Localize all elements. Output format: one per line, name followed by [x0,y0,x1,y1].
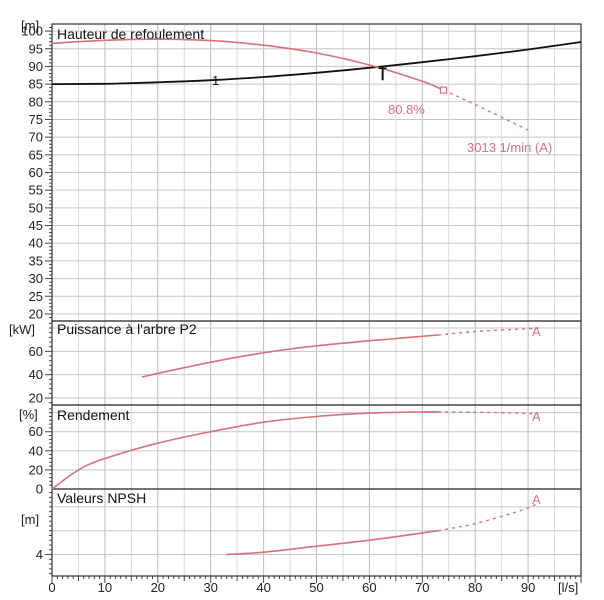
curves [51,38,582,556]
x-tick-label: 60 [362,580,376,595]
x-tick-label: 20 [151,580,165,595]
panel-frame [51,488,582,577]
npsh-unit-label: [m] [21,512,39,527]
x-tick-label: 10 [98,580,112,595]
y-tick-label: 35 [29,253,43,268]
power-curve-line [141,334,439,378]
y-tick-label: 100 [21,24,43,39]
efficiency-curve-line [51,411,439,490]
panel-borders [51,23,582,577]
x-tick-label: 50 [309,580,323,595]
y-tick-label: 30 [29,271,43,286]
y-tick-label: 45 [29,218,43,233]
y-tick-label: 60 [29,424,43,439]
y-tick-label: 90 [29,59,43,74]
x-tick-label: 30 [203,580,217,595]
x-unit-label: [l/s] [558,580,578,595]
y-tick-label: 75 [29,112,43,127]
x-tick-label: 90 [521,580,535,595]
speed-annotation: 3013 1/min (A) [467,140,552,155]
pump-head-curve-extension [443,89,529,131]
system-curve-label: 1 [212,73,219,88]
power-curve-extension [438,327,539,336]
efficiency-curve-extension [438,411,539,415]
y-tick-label: 20 [29,306,43,321]
npsh-curve-extension [438,502,539,532]
y-tick-label: 60 [29,165,43,180]
y-tick-label: 50 [29,200,43,215]
x-tick-label: 80 [468,580,482,595]
y-tick-label: 80 [29,94,43,109]
y-tick-label: 85 [29,77,43,92]
power-unit-label: [kW] [9,322,35,337]
head-panel-title: Hauteur de refoulement [57,26,204,42]
y-tick-label: 95 [29,41,43,56]
y-tick-label: 0 [36,482,43,497]
npsh-panel-title: Valeurs NPSH [57,490,146,506]
efficiency-annotation: 80.8% [388,102,425,117]
y-tick-label: 60 [29,344,43,359]
y-tick-label: 40 [29,367,43,382]
tick-labels: 0 10 20 30 40 50 60 70 80 90202530354045505560657… [21,24,535,595]
y-tick-label: 70 [29,130,43,145]
pump-head-curve-line [51,38,444,91]
x-tick-label: 0 [48,580,55,595]
head-unit-label: [m] [21,18,39,33]
y-tick-label: 65 [29,147,43,162]
efficiency-panel-title: Rendement [57,407,129,423]
y-tick-label: 20 [29,391,43,406]
y-tick-label: 40 [29,236,43,251]
power-panel-title: Puissance à l'arbre P2 [57,321,197,337]
y-tick-label: 20 [29,462,43,477]
efficiency-curve-end-label: A [532,409,541,424]
x-tick-label: 40 [256,580,270,595]
power-curve-end-label: A [532,324,541,339]
y-tick-label: 25 [29,289,43,304]
y-tick-label: 40 [29,443,43,458]
npsh-curve-end-label: A [532,492,541,507]
efficiency-unit-label: [%] [19,407,38,422]
y-tick-label: 55 [29,183,43,198]
y-tick-label: 4 [36,547,43,562]
npsh-curve-line [226,529,439,556]
best-efficiency-point-marker [439,86,448,94]
system-curve-line [51,41,582,85]
x-tick-label: 70 [415,580,429,595]
